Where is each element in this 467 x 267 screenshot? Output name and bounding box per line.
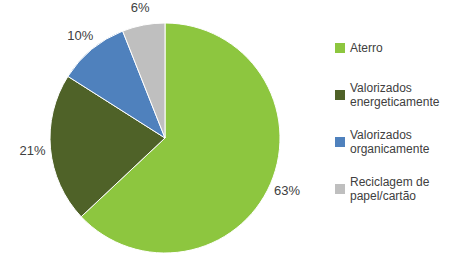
legend-label: Valorizadosenergeticamente xyxy=(350,81,440,109)
data-labels: 63% 21% 10% 6% xyxy=(20,0,301,198)
chart-container: 63%21%10%6%AterroValorizadosenergeticame… xyxy=(0,0,467,267)
legend-item: Aterro xyxy=(335,41,383,55)
legend-label-line: Reciclagem de xyxy=(350,175,430,189)
legend-label-line: Aterro xyxy=(350,41,383,55)
legend-label-line: Valorizados xyxy=(350,81,412,95)
legend-swatch xyxy=(335,90,345,100)
legend-label-line: organicamente xyxy=(350,142,430,156)
chart-svg: 63%21%10%6%AterroValorizadosenergeticame… xyxy=(0,0,467,267)
legend-label-line: papel/cartão xyxy=(350,189,416,203)
legend-label-line: energeticamente xyxy=(350,95,440,109)
legend-label: Reciclagem depapel/cartão xyxy=(350,175,430,203)
legend-label-line: Valorizados xyxy=(350,128,412,142)
pie-slice xyxy=(123,23,165,138)
data-label: 10% xyxy=(67,28,93,43)
legend: AterroValorizadosenergeticamenteValoriza… xyxy=(335,41,440,203)
data-label: 21% xyxy=(20,143,46,158)
pie-group xyxy=(50,23,280,253)
legend-label: Valorizadosorganicamente xyxy=(350,128,430,156)
legend-swatch xyxy=(335,137,345,147)
legend-swatch xyxy=(335,43,345,53)
legend-swatch xyxy=(335,184,345,194)
data-label: 63% xyxy=(274,183,300,198)
legend-label: Aterro xyxy=(350,41,383,55)
legend-item: Valorizadosenergeticamente xyxy=(335,81,440,109)
legend-item: Valorizadosorganicamente xyxy=(335,128,430,156)
legend-item: Reciclagem depapel/cartão xyxy=(335,175,430,203)
data-label: 6% xyxy=(131,0,150,15)
